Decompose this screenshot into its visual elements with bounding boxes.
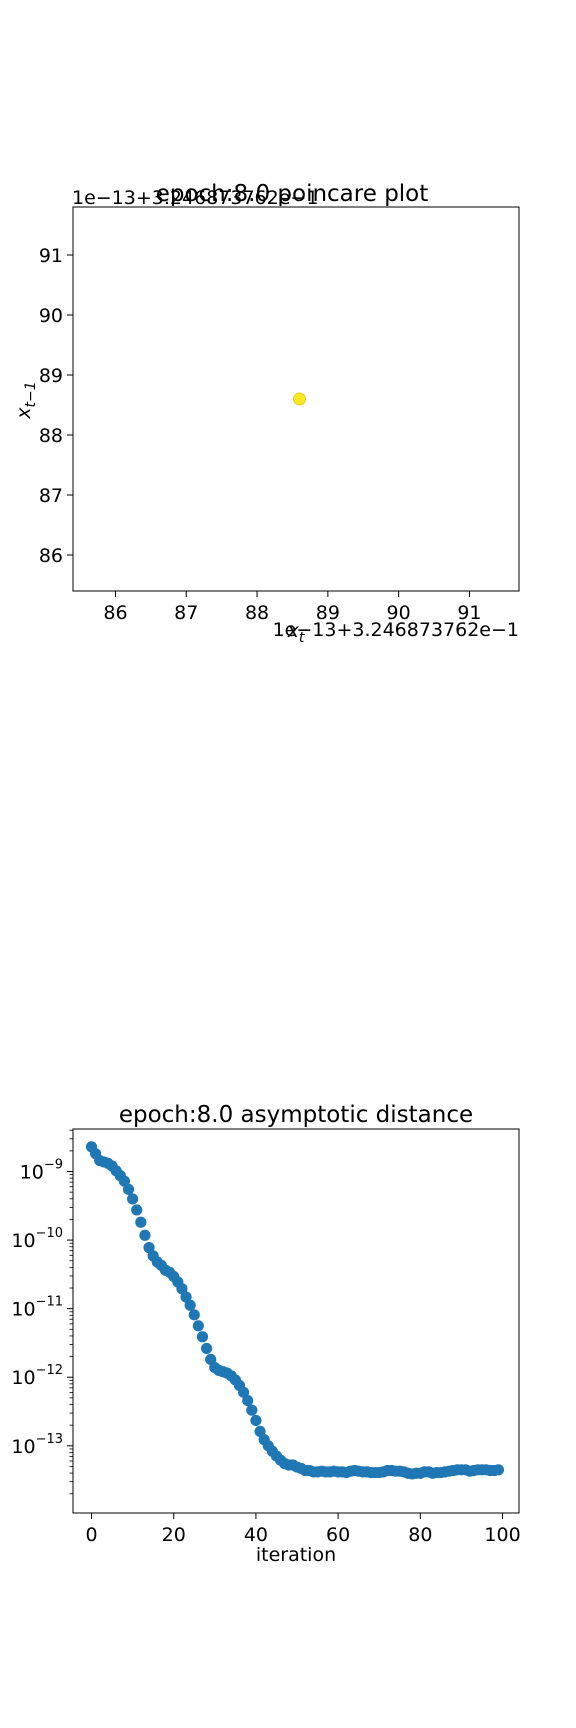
poincare-x-tick-label: 86 (103, 602, 127, 624)
asymptotic-distance-plot: 0 20 40 60 80 100 10−9 10−10 10−11 10−12 10−13 ep… (11, 1102, 520, 1566)
poincare-x-offset-text: 1e−13+3.246873762e−1 (273, 619, 519, 641)
distance-x-label: iteration (256, 1544, 336, 1566)
distance-title: epoch:8.0 asymptotic distance (119, 1102, 473, 1128)
poincare-point (293, 392, 306, 406)
distance-point (242, 1394, 254, 1407)
distance-point (135, 1216, 147, 1228)
poincare-x-tick-label: 89 (316, 602, 340, 624)
distance-point (200, 1342, 213, 1355)
distance-point (184, 1299, 196, 1311)
distance-point (196, 1331, 209, 1343)
poincare-y-ticks: 86 87 88 89 90 91 (39, 245, 73, 567)
poincare-y-tick-label: 89 (39, 365, 63, 387)
distance-point (188, 1309, 200, 1321)
distance-point (250, 1414, 262, 1427)
distance-point (122, 1183, 135, 1195)
poincare-y-offset-text: 1e−13+3.246873762e−1 (72, 187, 318, 209)
distance-point (131, 1204, 143, 1216)
distance-point (492, 1464, 505, 1476)
distance-y-tick-label: 10−12 (11, 1363, 63, 1389)
distance-point (139, 1229, 151, 1241)
distance-axes-frame (72, 1128, 520, 1514)
distance-y-tick-label: 10−13 (11, 1432, 63, 1458)
distance-point (246, 1404, 258, 1416)
distance-x-tick-label: 100 (484, 1524, 520, 1546)
poincare-y-label: xt−1 (13, 381, 39, 419)
distance-y-tick-label: 10−10 (11, 1226, 63, 1252)
distance-x-tick-label: 0 (85, 1524, 97, 1546)
distance-x-ticks: 0 20 40 60 80 100 (85, 1513, 521, 1546)
poincare-points (293, 392, 306, 406)
distance-y-tick-label: 10−9 (20, 1158, 63, 1184)
distance-x-tick-label: 40 (244, 1524, 268, 1546)
poincare-x-tick-label: 91 (457, 602, 481, 624)
distance-points (85, 1141, 505, 1480)
poincare-x-label: xt (287, 620, 305, 646)
poincare-x-tick-label: 88 (245, 602, 269, 624)
poincare-axes-frame (72, 206, 520, 592)
distance-x-tick-label: 80 (408, 1524, 432, 1546)
poincare-title: epoch:8.0 poincare plot (156, 181, 429, 207)
poincare-y-tick-label: 90 (39, 305, 63, 327)
poincare-y-tick-label: 86 (39, 545, 63, 567)
poincare-plot: 86 87 88 89 90 91 86 87 88 89 90 91 1e−13+3.246873… (13, 181, 520, 646)
poincare-y-tick-label: 88 (39, 425, 63, 447)
poincare-x-tick-label: 87 (174, 602, 198, 624)
distance-x-tick-label: 20 (162, 1524, 186, 1546)
poincare-y-tick-label: 91 (39, 245, 63, 267)
distance-point (192, 1320, 204, 1332)
distance-y-ticks: 10−9 10−10 10−11 10−12 10−13 (11, 1129, 73, 1495)
distance-x-tick-label: 60 (326, 1524, 350, 1546)
distance-point (127, 1193, 139, 1205)
distance-y-tick-label: 10−11 (11, 1295, 63, 1321)
poincare-x-ticks: 86 87 88 89 90 91 (103, 591, 482, 624)
poincare-x-tick-label: 90 (387, 602, 411, 624)
poincare-y-tick-label: 87 (39, 485, 63, 507)
